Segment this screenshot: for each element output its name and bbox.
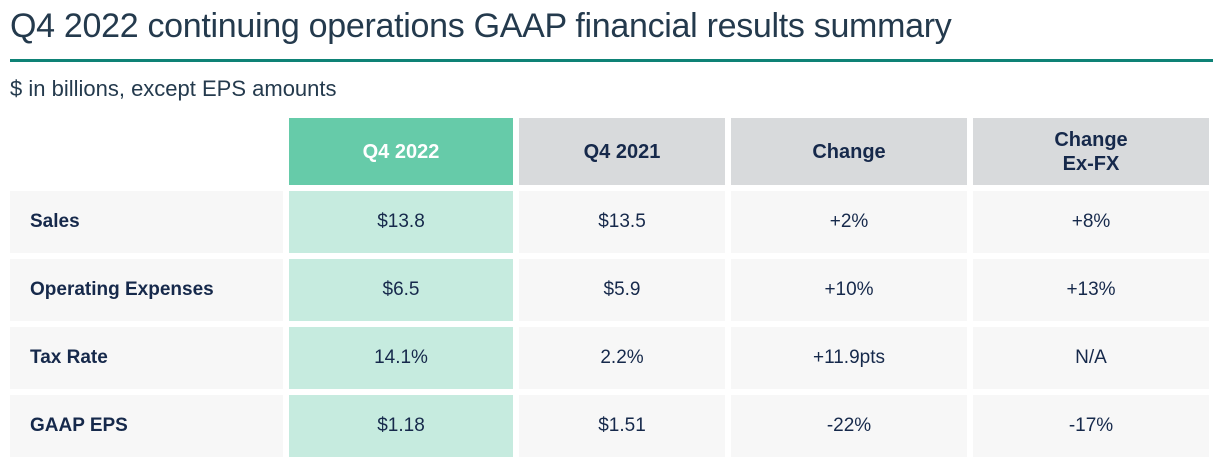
cell-change: +2% bbox=[731, 191, 967, 254]
cell-q4-2021: $1.51 bbox=[519, 395, 725, 458]
cell-change-ex-fx: +8% bbox=[973, 191, 1209, 254]
title-divider bbox=[10, 59, 1213, 63]
page-title: Q4 2022 continuing operations GAAP finan… bbox=[10, 7, 952, 45]
column-header-change-ex-fx: Change Ex-FX bbox=[973, 118, 1209, 186]
slide: Q4 2022 continuing operations GAAP finan… bbox=[10, 7, 1213, 458]
cell-q4-2021: $13.5 bbox=[519, 191, 725, 254]
cell-change-ex-fx: +13% bbox=[973, 259, 1209, 322]
row-label: Tax Rate bbox=[10, 327, 283, 390]
cell-change: +11.9pts bbox=[731, 327, 967, 390]
cell-change-ex-fx: -17% bbox=[973, 395, 1209, 458]
cell-change: -22% bbox=[731, 395, 967, 458]
cell-q4-2022: 14.1% bbox=[289, 327, 513, 390]
financial-results-table: Q4 2022 Q4 2021 Change Change Ex-FX Sales $13… bbox=[10, 118, 1209, 458]
cell-q4-2021: 2.2% bbox=[519, 327, 725, 390]
units-note: $ in billions, except EPS amounts bbox=[10, 76, 337, 102]
row-label: Operating Expenses bbox=[10, 259, 283, 322]
cell-q4-2022: $6.5 bbox=[289, 259, 513, 322]
column-header-q4-2022: Q4 2022 bbox=[289, 118, 513, 186]
cell-q4-2022: $13.8 bbox=[289, 191, 513, 254]
cell-change-ex-fx: N/A bbox=[973, 327, 1209, 390]
cell-q4-2022: $1.18 bbox=[289, 395, 513, 458]
cell-q4-2021: $5.9 bbox=[519, 259, 725, 322]
column-header-q4-2021: Q4 2021 bbox=[519, 118, 725, 186]
column-header-change: Change bbox=[731, 118, 967, 186]
column-header-metric bbox=[10, 118, 283, 185]
cell-change: +10% bbox=[731, 259, 967, 322]
row-label: Sales bbox=[10, 191, 283, 254]
row-label: GAAP EPS bbox=[10, 395, 283, 458]
